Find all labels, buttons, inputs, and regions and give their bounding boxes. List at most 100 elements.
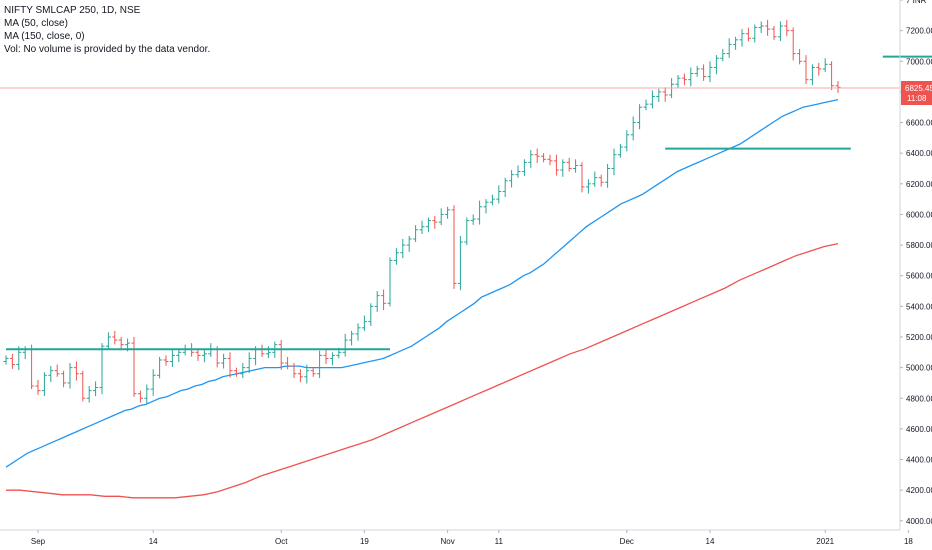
ohlc-bar <box>489 194 495 206</box>
price-tick-label: 5200.00 <box>906 333 932 342</box>
price-tick-label: 7 INR <box>906 0 927 5</box>
drawings-layer <box>0 55 932 351</box>
ohlc-bar <box>349 330 355 346</box>
ohlc-bar <box>99 343 105 395</box>
ohlc-bar <box>675 75 681 89</box>
ohlc-bar <box>617 143 623 158</box>
last-price-badge <box>901 81 932 106</box>
ohlc-bar <box>534 148 540 163</box>
ohlc-bar <box>803 55 809 84</box>
time-tick-label: 19 <box>360 537 369 546</box>
ohlc-bar <box>278 340 284 370</box>
ohlc-bar <box>509 170 515 188</box>
ohlc-bar <box>528 150 534 168</box>
ohlc-bar <box>374 291 380 312</box>
time-tick-label: 14 <box>706 537 715 546</box>
ohlc-bar <box>643 99 649 111</box>
ohlc-bar <box>752 24 758 43</box>
price-tick-label: 5800.00 <box>906 241 932 250</box>
price-tick-label: 5600.00 <box>906 272 932 281</box>
ohlc-bar <box>521 159 527 176</box>
ohlc-bar <box>227 352 233 378</box>
ohlc-bar <box>169 349 175 368</box>
ohlc-bar <box>406 235 412 252</box>
time-tick-label: 11 <box>495 537 504 546</box>
ohlc-bar <box>720 49 726 62</box>
ohlc-bar <box>745 27 751 42</box>
ohlc-bar <box>809 64 815 86</box>
ohlc-bar <box>41 372 47 397</box>
ohlc-bar <box>464 217 470 246</box>
ohlc-bar <box>765 19 771 36</box>
ohlc-bar <box>483 199 489 214</box>
ohlc-bar <box>630 116 636 141</box>
price-tick-label: 6600.00 <box>906 119 932 128</box>
price-tick-label: 6000.00 <box>906 210 932 219</box>
ohlc-bar <box>681 73 687 86</box>
price-tick-label: 4800.00 <box>906 394 932 403</box>
ohlc-bar <box>355 323 361 341</box>
ohlc-bar <box>739 29 745 47</box>
ohlc-bar <box>195 349 201 361</box>
ohlc-bar <box>259 344 265 357</box>
ohlc-bar <box>637 104 643 130</box>
ohlc-bar <box>342 333 348 357</box>
ohlc-bar <box>496 185 502 204</box>
ohlc-bar <box>61 370 67 388</box>
ohlc-bar <box>477 200 483 225</box>
ohlc-bar <box>701 64 707 81</box>
ohlc-bar <box>105 332 111 350</box>
ohlc-bar <box>413 225 419 243</box>
ohlc-bar <box>605 163 611 188</box>
ohlc-bar <box>656 88 662 103</box>
ma150-line <box>6 242 839 499</box>
time-tick-label: Oct <box>275 537 288 546</box>
ohlc-bar <box>829 61 835 91</box>
ohlc-bar <box>598 174 604 187</box>
ohlc-bar <box>592 171 598 187</box>
ohlc-bar <box>713 55 719 75</box>
ohlc-bar <box>291 363 297 379</box>
ohlc-bar <box>304 364 310 384</box>
ohlc-bar <box>86 386 92 403</box>
ohlc-bar <box>585 179 591 194</box>
ohlc-bar <box>54 364 60 377</box>
ohlc-bar <box>285 356 291 370</box>
ohlc-bar <box>387 257 393 307</box>
ohlc-bar <box>649 90 655 109</box>
ma50-line <box>5 98 839 468</box>
price-tick-label: 4200.00 <box>906 486 932 495</box>
ohlc-bar <box>777 21 783 42</box>
ohlc-bar <box>317 350 323 379</box>
ohlc-bar <box>425 217 431 233</box>
ohlc-bar <box>470 214 476 225</box>
legend-ma50: MA (50, close) <box>4 18 68 29</box>
ohlc-bar <box>297 369 303 383</box>
price-tick-label: 5000.00 <box>906 364 932 373</box>
ohlc-bar <box>144 384 150 404</box>
time-tick-label: Dec <box>620 537 634 546</box>
ohlc-bar <box>400 238 406 259</box>
last-price-label: 6825.45 <box>905 84 932 93</box>
ohlc-bar <box>361 315 367 331</box>
ohlc-bar <box>265 346 271 359</box>
ohlc-bar <box>3 355 9 365</box>
price-tick-label: 5400.00 <box>906 302 932 311</box>
ohlc-bar <box>80 370 86 402</box>
ohlc-bar <box>579 162 585 193</box>
ohlc-bar <box>822 58 828 72</box>
legend-symbol: NIFTY SMLCAP 250, 1D, NSE <box>4 5 141 16</box>
countdown-label: 11:08 <box>907 94 927 103</box>
ohlc-bar <box>419 220 425 235</box>
ohlc-bar <box>163 355 169 366</box>
ohlc-bar <box>9 353 15 369</box>
ohlc-bar <box>566 157 572 172</box>
ohlc-bar <box>112 330 118 345</box>
price-tick-label: 7200.00 <box>906 27 932 36</box>
ohlc-bar <box>438 208 444 226</box>
price-tick-label: 6400.00 <box>906 149 932 158</box>
ohlc-bar <box>726 38 732 58</box>
